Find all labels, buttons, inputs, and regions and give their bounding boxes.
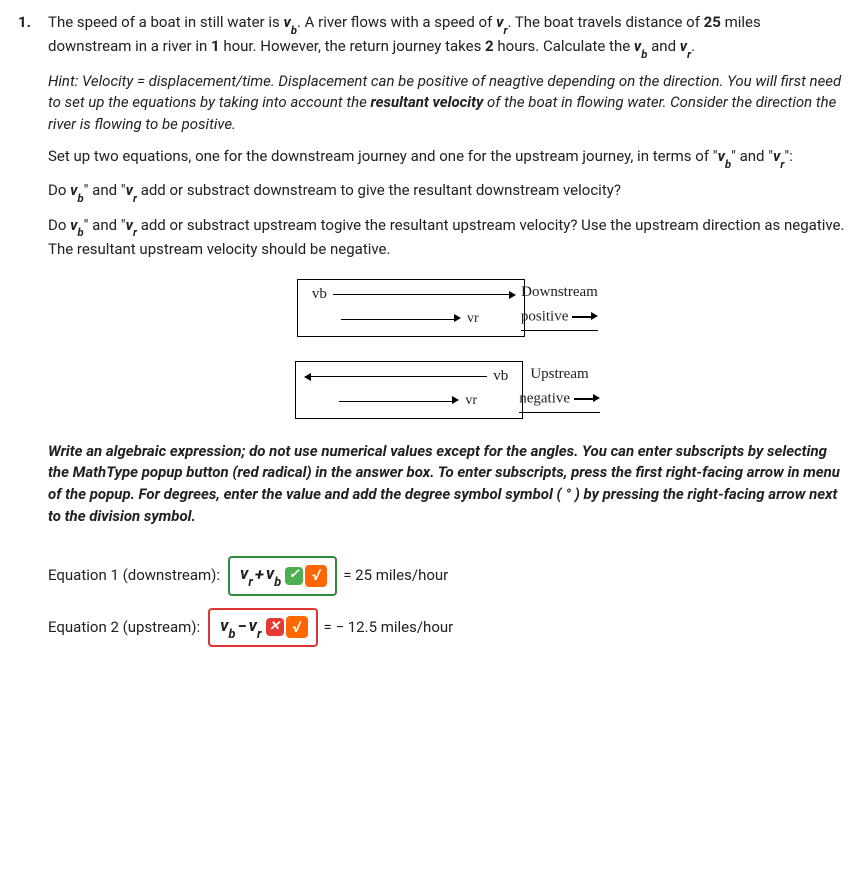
- check-icon: ✓: [285, 567, 303, 585]
- var-vr: vr: [496, 13, 507, 31]
- text: ":: [784, 147, 792, 165]
- var-vr: vr: [126, 181, 137, 199]
- diagram-subtitle: positive: [521, 308, 569, 324]
- var-vr: vr: [680, 37, 691, 55]
- text: hours. Calculate the: [494, 37, 634, 55]
- equation-1-label: Equation 1 (downstream):: [48, 565, 220, 587]
- text: " and ": [84, 181, 126, 199]
- diagram-upstream: vb vr Upstream negative: [295, 361, 600, 419]
- text: . A river flows with a speed of: [297, 13, 496, 31]
- text: . The boat travels distance of: [507, 13, 703, 31]
- diagram-group: vb vr Downstream positive: [48, 279, 847, 419]
- question-number: 1.: [18, 12, 48, 659]
- var-vb: vb: [283, 13, 297, 31]
- equation-1-answer-box[interactable]: vr + vb ✓ √: [228, 556, 337, 596]
- diagram-subtitle: negative: [519, 390, 570, 406]
- paragraph-2: Set up two equations, one for the downst…: [48, 146, 847, 170]
- diagram-title: Upstream: [519, 364, 600, 386]
- text: add or substract upstream togive the res…: [48, 216, 844, 258]
- var-vb: vb: [70, 216, 84, 234]
- bold-italic: resultant velocity: [371, 93, 484, 111]
- var-vr: vr: [773, 147, 784, 165]
- text: Do: [48, 181, 70, 199]
- var-vb: vb: [70, 181, 84, 199]
- var-vb: vb: [634, 37, 648, 55]
- equation-1-row: Equation 1 (downstream): vr + vb ✓ √ = 2…: [48, 556, 847, 596]
- text: add or substract downstream to give the …: [137, 181, 621, 199]
- mathtype-button[interactable]: √: [305, 565, 327, 587]
- question-body: The speed of a boat in still water is vb…: [48, 12, 847, 659]
- text: Set up two equations, one for the downst…: [48, 147, 718, 165]
- diagram-downstream: vb vr Downstream positive: [297, 279, 598, 337]
- diagram-vr-label: vr: [463, 391, 479, 411]
- text: .: [691, 37, 695, 55]
- text: The speed of a boat in still water is: [48, 13, 283, 31]
- equation-2-answer-box[interactable]: vb − vr ✕ √: [208, 608, 317, 648]
- var-vb: vb: [718, 147, 732, 165]
- text: and: [647, 37, 679, 55]
- var-vr: vr: [126, 216, 137, 234]
- question-block: 1. The speed of a boat in still water is…: [18, 12, 847, 659]
- text: " and ": [84, 216, 126, 234]
- paragraph-1: The speed of a boat in still water is vb…: [48, 12, 847, 61]
- equation-1-rhs: = 25 miles/hour: [343, 565, 448, 587]
- bold-2: 2: [485, 37, 494, 55]
- mathtype-button[interactable]: √: [286, 616, 308, 638]
- equation-2-row: Equation 2 (upstream): vb − vr ✕ √ = − 1…: [48, 608, 847, 648]
- diagram-title: Downstream: [521, 282, 598, 304]
- instructions: Write an algebraic expression; do not us…: [48, 441, 847, 528]
- diagram-vb-label: vb: [306, 284, 333, 306]
- equation-2-rhs: = − 12.5 miles/hour: [324, 617, 454, 639]
- text: Do: [48, 216, 70, 234]
- hint-paragraph: Hint: Velocity = displacement/time. Disp…: [48, 71, 847, 136]
- equation-2-label: Equation 2 (upstream):: [48, 617, 200, 639]
- diagram-vr-label: vr: [465, 309, 481, 329]
- paragraph-3: Do vb" and "vr add or substract downstre…: [48, 180, 847, 204]
- text: hour. However, the return journey takes: [220, 37, 485, 55]
- cross-icon: ✕: [266, 618, 284, 636]
- bold-1: 1: [211, 37, 220, 55]
- text: " and ": [731, 147, 773, 165]
- paragraph-4: Do vb" and "vr add or substract upstream…: [48, 215, 847, 261]
- bold-25: 25: [704, 13, 721, 31]
- diagram-vb-label: vb: [487, 366, 514, 388]
